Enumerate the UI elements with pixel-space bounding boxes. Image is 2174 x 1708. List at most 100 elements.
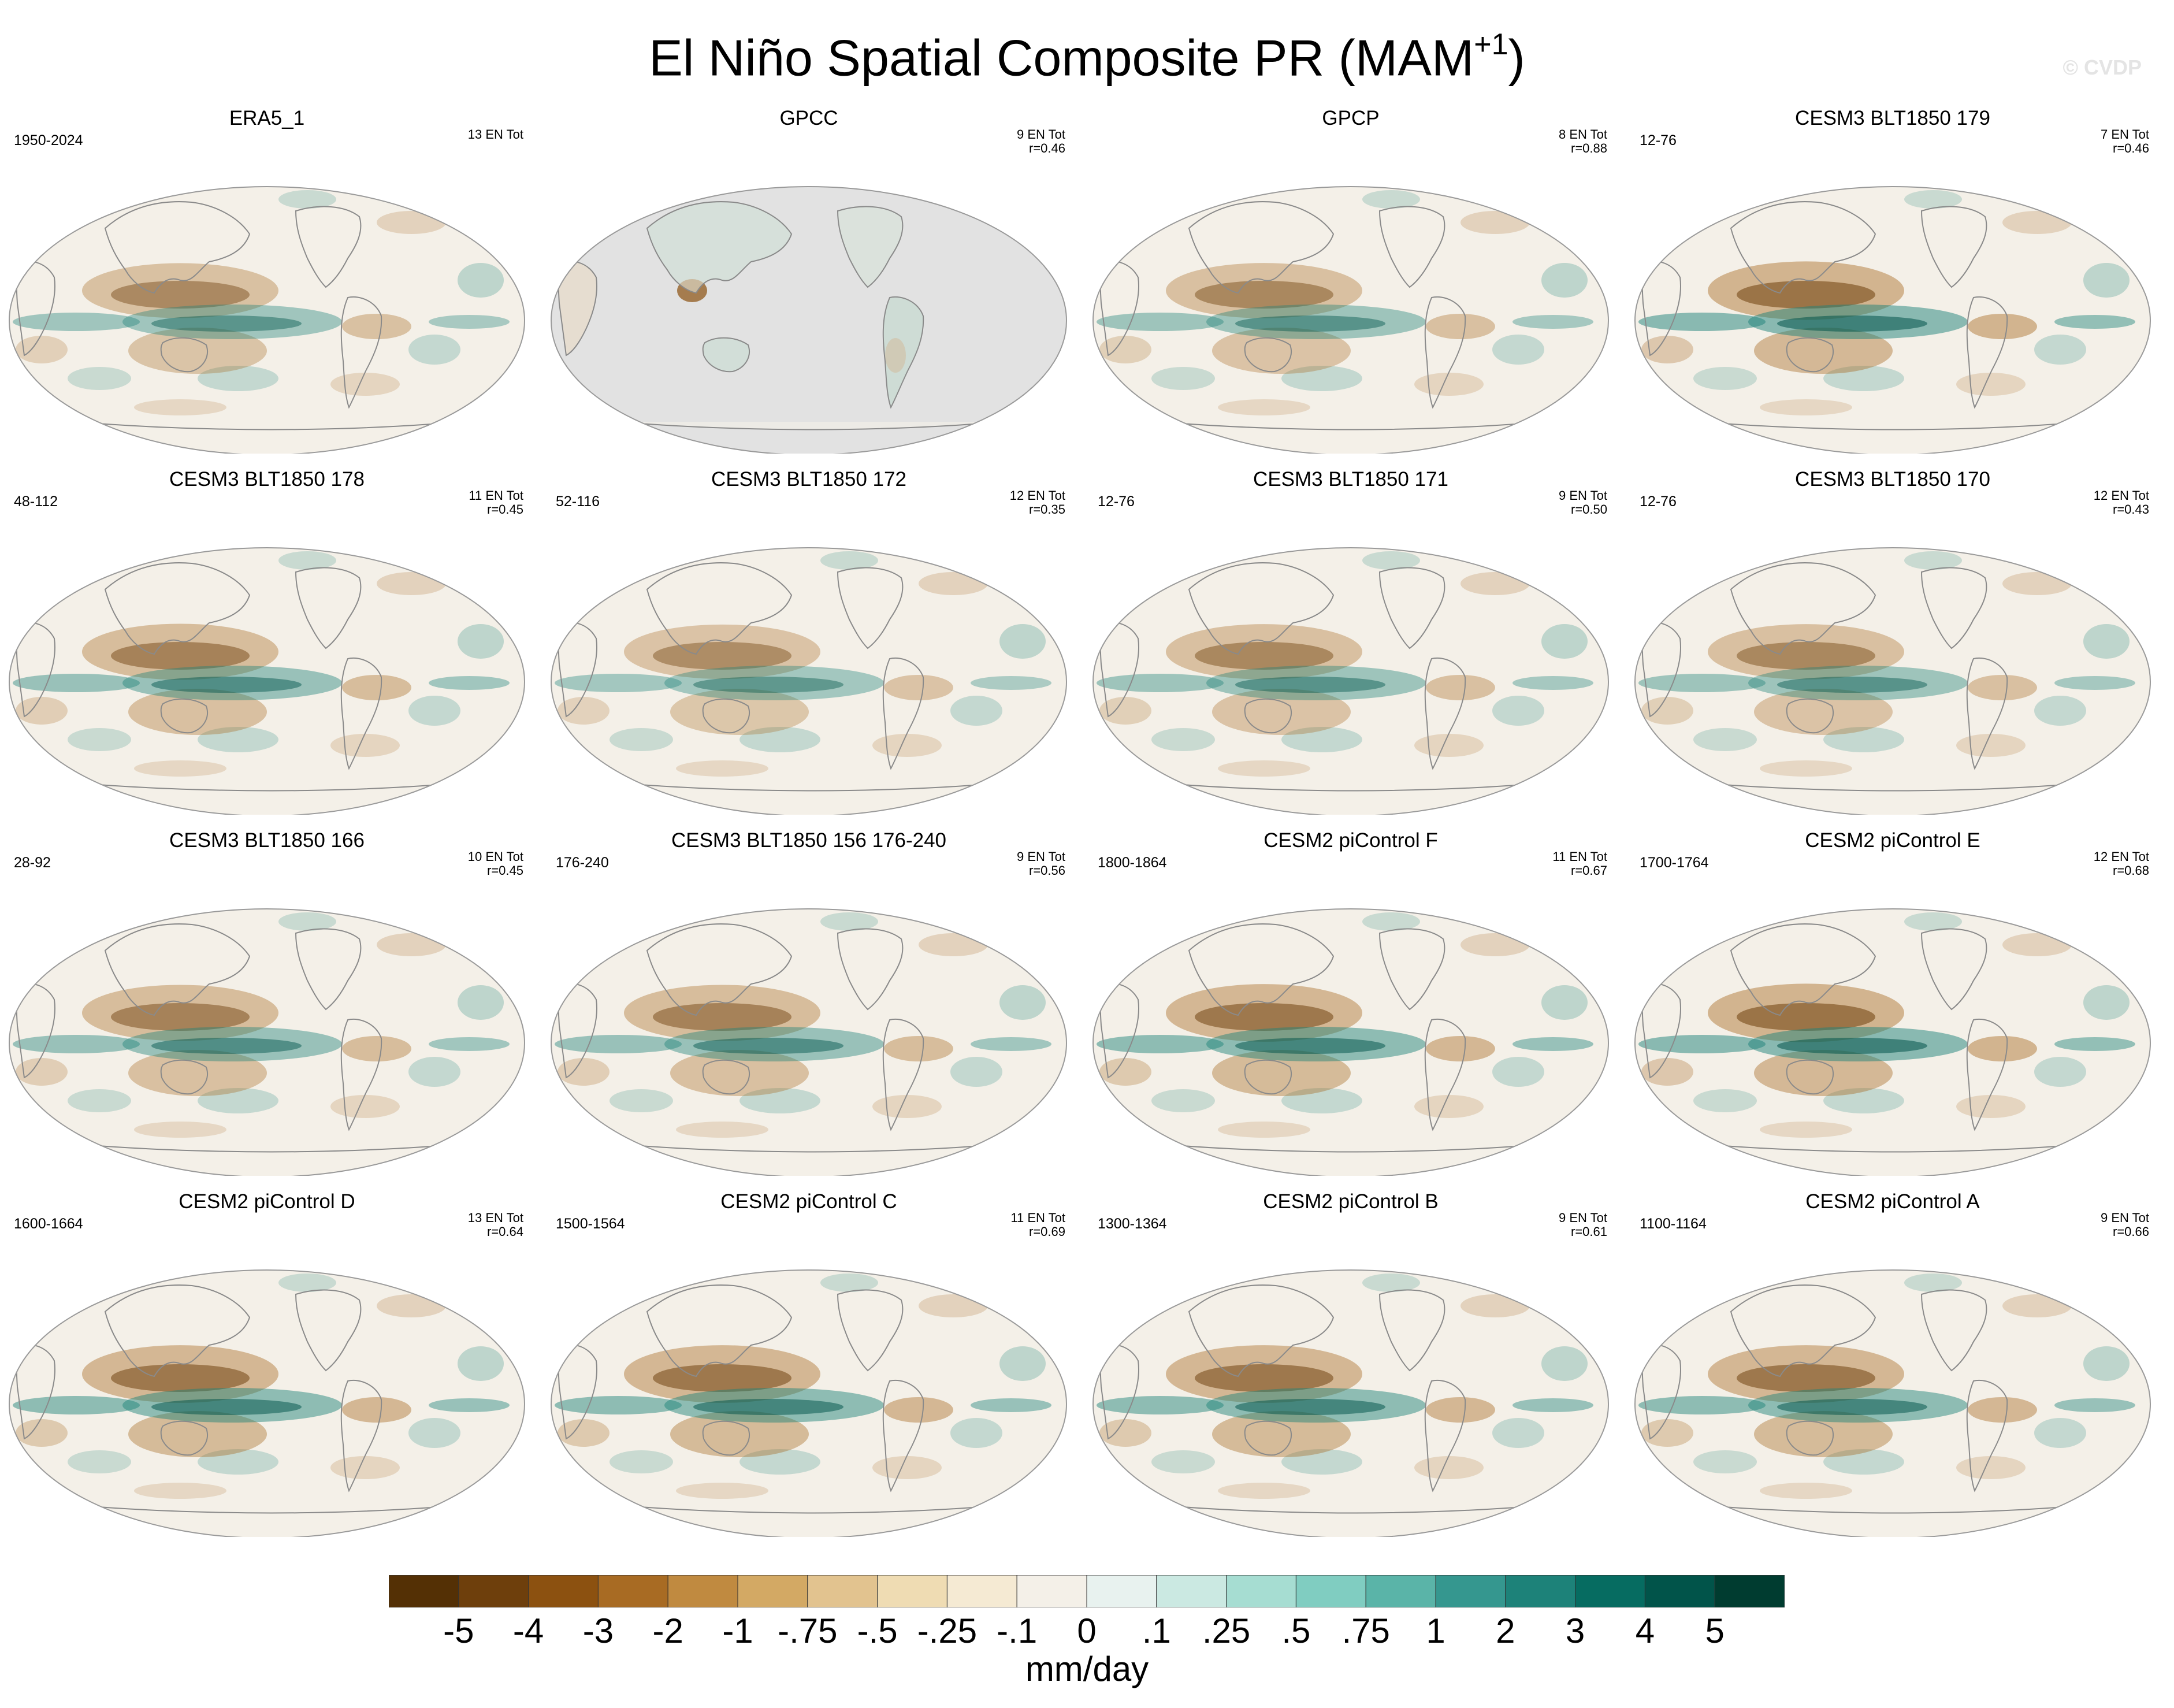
panel-year-range: 12-76 bbox=[1640, 493, 1677, 510]
world-map bbox=[1634, 908, 2151, 1176]
panel-stats: 12 EN Tot r=0.68 bbox=[2094, 850, 2149, 878]
world-map bbox=[551, 547, 1067, 815]
panel-title: CESM2 piControl A bbox=[1805, 1190, 1980, 1213]
panel-title: CESM3 BLT1850 178 bbox=[169, 468, 365, 491]
panel-title: GPCP bbox=[1322, 107, 1380, 129]
panel-title: CESM3 BLT1850 172 bbox=[711, 468, 906, 491]
world-map bbox=[9, 908, 525, 1176]
map-panel: CESM2 piControl F 1800-1864 11 EN Tot r=0.6… bbox=[1091, 829, 1611, 1176]
panel-title: CESM2 piControl E bbox=[1805, 829, 1980, 852]
map-panel: CESM2 piControl A 1100-1164 9 EN Tot r=0.66 bbox=[1633, 1190, 2153, 1537]
event-count: 9 EN Tot bbox=[1559, 488, 1607, 503]
map-panel: CESM2 piControl E 1700-1764 12 EN Tot r=0.6… bbox=[1633, 829, 2153, 1176]
pattern-correlation: r=0.50 bbox=[1571, 502, 1607, 517]
panel-stats: 8 EN Tot r=0.88 bbox=[1559, 128, 1607, 155]
panel-title: CESM3 BLT1850 171 bbox=[1253, 468, 1448, 491]
event-count: 12 EN Tot bbox=[2093, 849, 2149, 864]
panel-title: CESM2 piControl D bbox=[179, 1190, 355, 1213]
map-panel: GPCC 9 EN Tot r=0.46 bbox=[549, 107, 1069, 454]
world-map bbox=[1092, 547, 1609, 815]
page-title: El Niño Spatial Composite PR (MAM+1) bbox=[649, 28, 1525, 87]
pattern-correlation: r=0.64 bbox=[487, 1224, 523, 1239]
panel-title: CESM2 piControl C bbox=[720, 1190, 897, 1213]
world-map bbox=[9, 547, 525, 815]
colorbar-tick-label: 2 bbox=[1496, 1612, 1515, 1650]
panel-year-range: 1100-1164 bbox=[1640, 1216, 1707, 1232]
colorbar-swatch bbox=[667, 1575, 738, 1607]
panel-stats: 9 EN Tot r=0.50 bbox=[1559, 489, 1607, 517]
map-panel: GPCP 8 EN Tot r=0.88 bbox=[1091, 107, 1611, 454]
panel-stats: 9 EN Tot r=0.56 bbox=[1017, 850, 1065, 878]
pattern-correlation: r=0.45 bbox=[487, 502, 523, 517]
panel-year-range: 1600-1664 bbox=[14, 1216, 83, 1232]
pattern-correlation: r=0.61 bbox=[1571, 1224, 1607, 1239]
colorbar-tick-label: -3 bbox=[582, 1612, 614, 1650]
colorbar-swatch bbox=[1644, 1575, 1715, 1607]
event-count: 9 EN Tot bbox=[1017, 849, 1065, 864]
colorbar-tick-label: -.75 bbox=[778, 1612, 838, 1650]
panel-stats: 11 EN Tot r=0.45 bbox=[469, 489, 523, 517]
colorbar-units: mm/day bbox=[1025, 1650, 1149, 1688]
panel-stats: 12 EN Tot r=0.43 bbox=[2094, 489, 2149, 517]
colorbar-swatch bbox=[1016, 1575, 1087, 1607]
panel-title: CESM2 piControl B bbox=[1263, 1190, 1439, 1213]
map-panel: CESM2 piControl C 1500-1564 11 EN Tot r=0.6… bbox=[549, 1190, 1069, 1537]
panel-stats: 10 EN Tot r=0.45 bbox=[468, 850, 523, 878]
panel-year-range: 176-240 bbox=[556, 855, 609, 871]
pattern-correlation: r=0.56 bbox=[1029, 863, 1065, 878]
map-panel: CESM3 BLT1850 179 12-76 7 EN Tot r=0.46 bbox=[1633, 107, 2153, 454]
colorbar-swatch bbox=[877, 1575, 947, 1607]
panel-stats: 11 EN Tot r=0.67 bbox=[1552, 850, 1607, 878]
world-map bbox=[1092, 1269, 1609, 1537]
colorbar bbox=[389, 1575, 1785, 1607]
event-count: 9 EN Tot bbox=[1017, 127, 1065, 142]
world-map bbox=[551, 1269, 1067, 1537]
world-map bbox=[1634, 547, 2151, 815]
colorbar-tick-label: 4 bbox=[1635, 1612, 1655, 1650]
colorbar-tick-label: .1 bbox=[1142, 1612, 1171, 1650]
world-map bbox=[9, 186, 525, 454]
map-panel: CESM2 piControl D 1600-1664 13 EN Tot r=0.6… bbox=[7, 1190, 527, 1537]
colorbar-tick-label: 5 bbox=[1705, 1612, 1725, 1650]
pattern-correlation: r=0.69 bbox=[1029, 1224, 1065, 1239]
event-count: 13 EN Tot bbox=[467, 1211, 523, 1225]
colorbar-swatch bbox=[807, 1575, 878, 1607]
pattern-correlation: r=0.88 bbox=[1571, 141, 1607, 155]
panel-stats: 9 EN Tot r=0.61 bbox=[1559, 1211, 1607, 1239]
map-panel: CESM3 BLT1850 178 48-112 11 EN Tot r=0.45 bbox=[7, 468, 527, 815]
event-count: 7 EN Tot bbox=[2101, 127, 2149, 142]
colorbar-tick-label: -4 bbox=[512, 1612, 544, 1650]
panel-year-range: 48-112 bbox=[14, 493, 58, 510]
map-panel: CESM3 BLT1850 156 176-240 176-240 9 EN Tot… bbox=[549, 829, 1069, 1176]
colorbar-tick-label: .75 bbox=[1341, 1612, 1390, 1650]
pattern-correlation: r=0.68 bbox=[2113, 863, 2149, 878]
event-count: 9 EN Tot bbox=[1559, 1211, 1607, 1225]
world-map bbox=[1634, 186, 2151, 454]
colorbar-tick-label: -5 bbox=[443, 1612, 474, 1650]
world-map bbox=[551, 908, 1067, 1176]
pattern-correlation: r=0.66 bbox=[2113, 1224, 2149, 1239]
colorbar-tick-label: -.1 bbox=[997, 1612, 1038, 1650]
world-map bbox=[9, 1269, 525, 1537]
panel-year-range: 1500-1564 bbox=[556, 1216, 625, 1232]
event-count: 9 EN Tot bbox=[2101, 1211, 2149, 1225]
event-count: 11 EN Tot bbox=[469, 488, 523, 503]
panel-title: CESM3 BLT1850 170 bbox=[1795, 468, 1990, 491]
colorbar-swatch bbox=[946, 1575, 1017, 1607]
watermark-text: © CVDP bbox=[2062, 55, 2142, 79]
colorbar-tick-label: -.25 bbox=[917, 1612, 978, 1650]
panel-year-range: 28-92 bbox=[14, 855, 51, 871]
panel-year-range: 12-76 bbox=[1640, 132, 1677, 148]
panel-stats: 12 EN Tot r=0.35 bbox=[1010, 489, 1065, 517]
event-count: 8 EN Tot bbox=[1559, 127, 1607, 142]
map-panel: CESM3 BLT1850 172 52-116 12 EN Tot r=0.35 bbox=[549, 468, 1069, 815]
panel-stats: 9 EN Tot r=0.66 bbox=[2101, 1211, 2149, 1239]
panel-stats: 13 EN Tot bbox=[468, 128, 523, 142]
pattern-correlation: r=0.43 bbox=[2113, 502, 2149, 517]
colorbar-tick-label: 0 bbox=[1077, 1612, 1097, 1650]
map-panel: CESM2 piControl B 1300-1364 9 EN Tot r=0.61 bbox=[1091, 1190, 1611, 1537]
panel-stats: 11 EN Tot r=0.69 bbox=[1010, 1211, 1065, 1239]
colorbar-swatch bbox=[1505, 1575, 1576, 1607]
event-count: 11 EN Tot bbox=[1010, 1211, 1065, 1225]
colorbar-tick-label: 3 bbox=[1565, 1612, 1585, 1650]
